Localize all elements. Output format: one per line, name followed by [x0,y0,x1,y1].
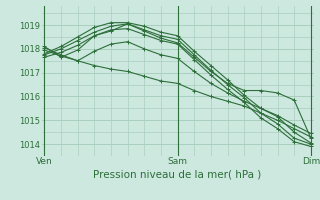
X-axis label: Pression niveau de la mer( hPa ): Pression niveau de la mer( hPa ) [93,169,262,179]
